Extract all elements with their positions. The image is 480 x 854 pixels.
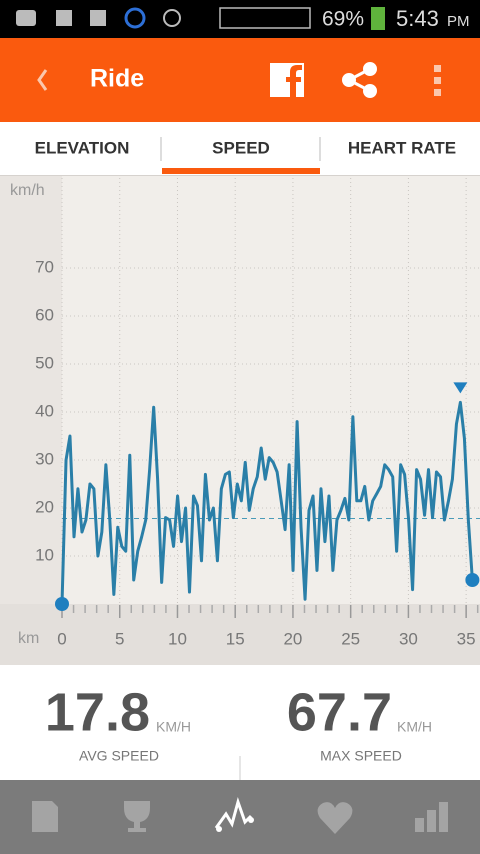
share-dot: [342, 73, 356, 87]
stat-value: 67.7: [287, 682, 392, 742]
x-tick-label: 20: [283, 629, 302, 648]
peak-marker: [453, 382, 468, 394]
status-bar: [0, 0, 480, 38]
stat-unit: KM/H: [156, 719, 191, 735]
tab-bar: [0, 122, 480, 175]
speed-line: [60, 400, 474, 605]
facebook-glyph: [286, 65, 302, 97]
tab[interactable]: SPEED: [212, 138, 270, 157]
status-icon: [124, 7, 146, 29]
x-tick-label: 5: [115, 629, 124, 648]
plot: km/h km 10 20 30 40 50 60 70 0 5 10 15 20 25 30 35: [10, 178, 480, 648]
y-tick-label: 30: [35, 449, 54, 468]
x-axis-label: km: [18, 630, 39, 647]
chart-area: [0, 175, 480, 665]
menu-dot: [434, 89, 441, 96]
nav-icon: [427, 810, 436, 832]
tab[interactable]: ELEVATION: [35, 138, 130, 157]
x-tick-label: 10: [168, 629, 187, 648]
app-bar: [0, 38, 480, 122]
clock-ampm: PM: [447, 13, 470, 30]
share-dot: [363, 62, 377, 76]
nav-icon: [415, 818, 424, 832]
back-button[interactable]: [37, 69, 48, 91]
y-axis-label: km/h: [10, 182, 45, 199]
bottom-nav: [0, 780, 480, 854]
nav-activity[interactable]: [214, 796, 254, 832]
endpoint-marker: [55, 597, 69, 611]
status-icon: [16, 10, 36, 26]
menu-dot: [434, 77, 441, 84]
x-tick-label: 30: [399, 629, 418, 648]
x-tick-label: 25: [341, 629, 360, 648]
nav-icon: [214, 796, 253, 829]
share-button[interactable]: [342, 62, 377, 98]
x-tick-label: 35: [457, 629, 476, 648]
stat-unit: KM/H: [397, 719, 432, 735]
menu-button[interactable]: [434, 65, 441, 96]
status-icon: [163, 9, 181, 27]
menu-dot: [434, 65, 441, 72]
tab-indicator: [162, 168, 320, 174]
nav-icon: [124, 801, 150, 832]
nav-icon-dot: [216, 826, 222, 832]
battery-percent: 69%: [322, 8, 364, 31]
clock: 5:43: [396, 6, 439, 31]
status-icon: [90, 10, 106, 26]
nav-feed[interactable]: [32, 801, 58, 832]
y-tick-label: 10: [35, 545, 54, 564]
status-icon: [56, 10, 72, 26]
x-tick-label: 15: [226, 629, 245, 648]
y-tick-label: 20: [35, 497, 54, 516]
facebook-button[interactable]: [270, 63, 304, 97]
battery-icon: [371, 7, 385, 30]
endpoint-marker: [465, 573, 480, 587]
y-axis-panel: [0, 175, 62, 604]
nav-stats[interactable]: [415, 802, 448, 832]
nav-health[interactable]: [317, 802, 353, 834]
nav-icon: [317, 802, 353, 834]
nav-icon: [32, 801, 58, 832]
x-tick-label: 0: [57, 629, 66, 648]
y-tick-label: 50: [35, 353, 54, 372]
y-tick-label: 70: [35, 257, 54, 276]
stat-value: 17.8: [45, 682, 150, 742]
y-tick-label: 40: [35, 401, 54, 420]
share-dot: [363, 84, 377, 98]
app-title: Ride: [90, 65, 144, 93]
stat-label: AVG SPEED: [79, 748, 159, 764]
tab[interactable]: HEART RATE: [348, 138, 456, 157]
signal-icons: [219, 7, 311, 29]
nav-icon: [439, 802, 448, 832]
stat-label: MAX SPEED: [320, 748, 402, 764]
nav-icon-dot: [248, 817, 254, 823]
nav-challenges[interactable]: [124, 801, 150, 832]
x-axis-panel: [0, 604, 480, 665]
y-tick-label: 60: [35, 305, 54, 324]
